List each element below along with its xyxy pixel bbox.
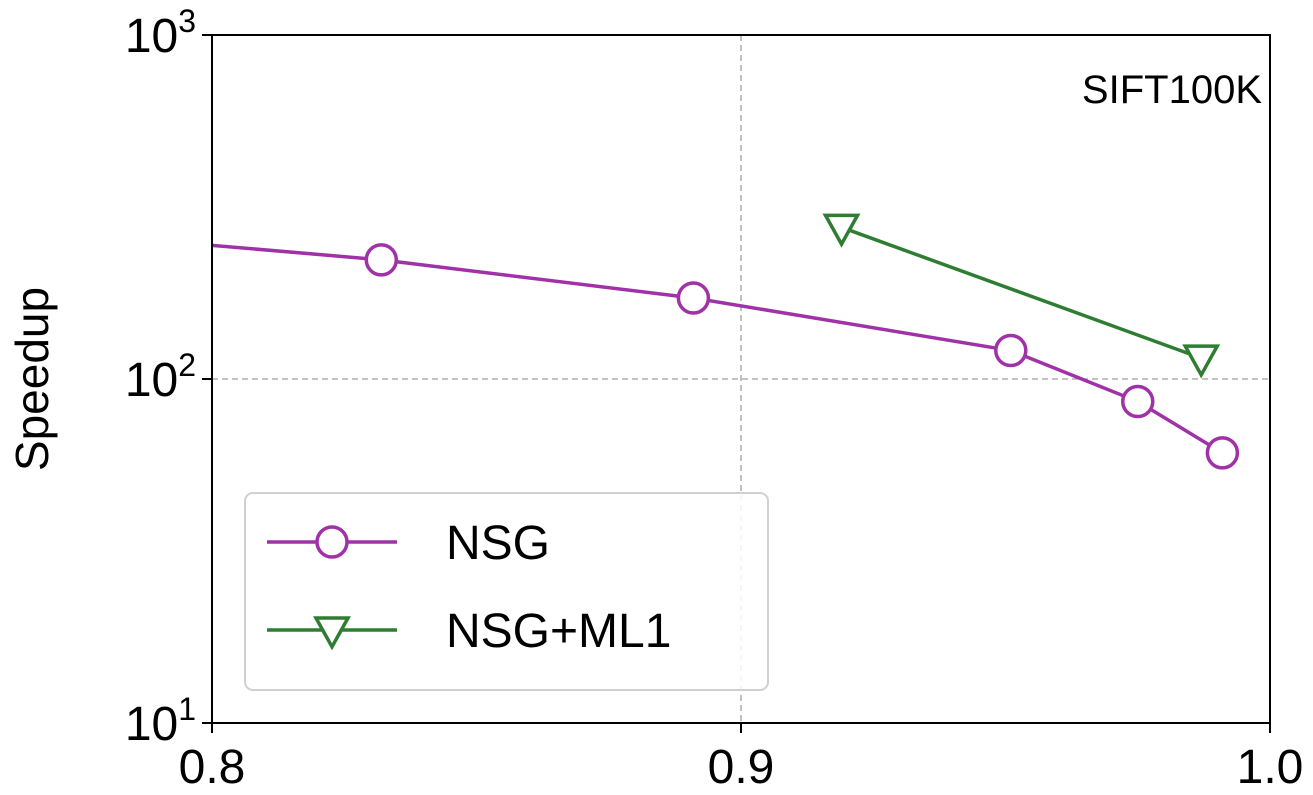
legend: NSG NSG+ML1 [244, 492, 769, 691]
axis-ticks: 0.8 0.9 1.0 101 102 103 [125, 3, 1304, 794]
legend-entry-nsg-ml1: NSG+ML1 [267, 605, 671, 658]
y-tick-label-1: 102 [125, 347, 196, 407]
x-tick-label-1: 0.9 [708, 741, 775, 794]
legend-label-nsg-ml1: NSG+ML1 [446, 605, 671, 658]
legend-entries: NSG NSG+ML1 [267, 517, 671, 658]
legend-marker-nsg [315, 525, 349, 559]
data-point-nsg-1 [364, 243, 399, 277]
series-line-nsg-ml1 [840, 225, 1202, 360]
data-point-nsg-ml1-0 [822, 213, 861, 248]
series-nsg [212, 243, 1240, 470]
chart-annotation: SIFT100K [1082, 68, 1262, 112]
y-tick-label-0: 101 [125, 691, 196, 751]
x-tick-label-2: 1.0 [1237, 741, 1304, 794]
series-nsg-ml1 [822, 213, 1221, 379]
data-point-nsg-5 [1205, 436, 1240, 470]
data-point-nsg-3 [994, 333, 1028, 368]
legend-entry-nsg: NSG [267, 517, 550, 570]
legend-marker-nsg-ml1 [313, 616, 351, 651]
data-point-nsg-2 [676, 281, 711, 315]
y-axis-label: Speedup [6, 287, 58, 471]
data-point-nsg-ml1-1 [1182, 344, 1221, 379]
y-tick-label-2: 103 [125, 3, 196, 63]
x-tick-label-0: 0.8 [179, 741, 246, 794]
series-layer [212, 213, 1240, 470]
data-point-nsg-4 [1121, 384, 1155, 419]
legend-label-nsg: NSG [446, 517, 550, 570]
